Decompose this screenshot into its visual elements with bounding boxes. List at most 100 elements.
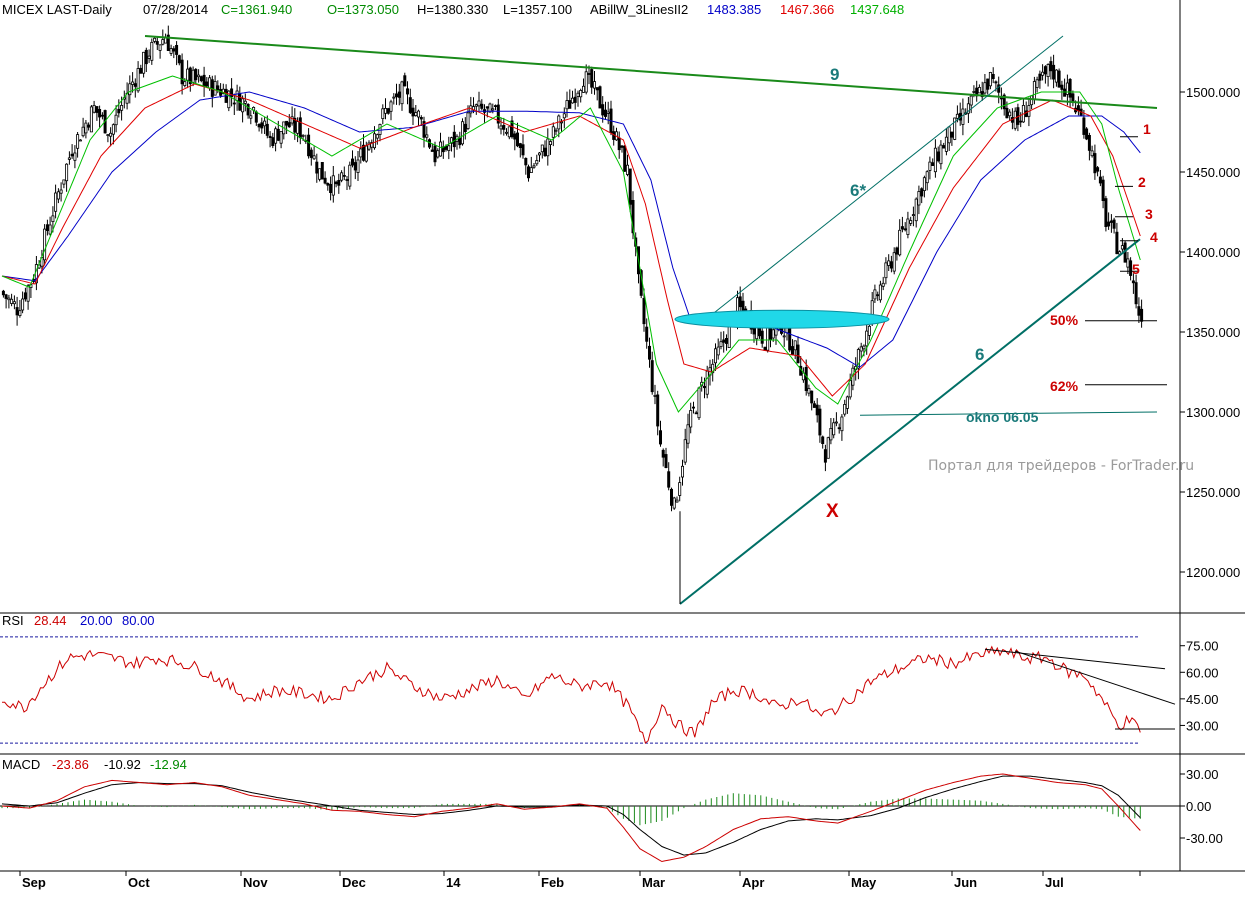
candle-body (26, 285, 30, 302)
candle-body (405, 88, 409, 95)
candle-body (364, 145, 368, 162)
candle-body (375, 134, 379, 139)
candle-body (931, 162, 935, 166)
candle-body (741, 300, 745, 312)
candle-body (172, 48, 176, 52)
price-axis-label: 1350.000 (1186, 325, 1240, 340)
rsi-divergence-line-2 (1014, 650, 1176, 705)
indicator-green-value: 1437.648 (850, 2, 904, 17)
month-label: May (851, 875, 877, 890)
candle-body (436, 150, 440, 158)
candle-body (862, 345, 866, 350)
candle-body (928, 161, 932, 171)
candle-body (587, 73, 591, 75)
candle-body (92, 105, 96, 113)
price-axis-label: 1500.000 (1186, 85, 1240, 100)
candle-body (991, 74, 995, 80)
candle-body (997, 84, 1001, 93)
candle-body (856, 349, 860, 369)
candle-body (521, 144, 525, 156)
annotation-label: 3 (1145, 206, 1153, 222)
candle-body (1104, 198, 1108, 228)
candle-body (1019, 120, 1023, 123)
candle-body (276, 128, 280, 141)
candle-body (120, 105, 124, 111)
candle-body (895, 247, 899, 255)
candle-body (493, 105, 497, 107)
candle-body (87, 124, 91, 128)
candle-body (1005, 107, 1009, 119)
candle-body (12, 301, 16, 305)
rsi-line (1, 645, 1141, 744)
candle-body (507, 126, 511, 138)
candle-body (268, 135, 272, 139)
candle-body (832, 422, 836, 436)
macd-value: -23.86 (52, 757, 89, 772)
candle-body (315, 161, 319, 174)
month-label: Dec (342, 875, 366, 890)
candle-body (447, 145, 451, 152)
annotation-label: 62% (1050, 378, 1079, 394)
candle-body (516, 132, 520, 147)
candle-body (645, 326, 649, 342)
candle-body (359, 148, 363, 158)
candle-body (922, 177, 926, 191)
macd-title: MACD (2, 757, 40, 772)
macd-axis-label: -30.00 (1186, 831, 1223, 846)
candle-body (977, 87, 981, 94)
candle-body (345, 179, 349, 181)
candle-body (307, 134, 311, 157)
candle-body (1013, 110, 1017, 129)
candle-body (15, 307, 19, 316)
candle-body (653, 394, 657, 397)
candle-body (1060, 84, 1064, 90)
candle-body (213, 81, 217, 96)
close-value: C=1361.940 (221, 2, 292, 17)
candle-body (329, 183, 333, 193)
candle-body (1076, 105, 1080, 112)
candle-body (664, 454, 668, 469)
candle-body (986, 78, 990, 90)
candle-body (59, 189, 63, 194)
candle-body (606, 111, 610, 114)
candle-body (312, 155, 316, 160)
price-axis-label: 1400.000 (1186, 245, 1240, 260)
candle-body (826, 437, 830, 459)
candle-body (711, 363, 715, 374)
candle-body (194, 69, 198, 81)
candle-body (898, 229, 902, 256)
candle-body (337, 179, 341, 186)
candle-body (100, 114, 104, 117)
candle-body (689, 410, 693, 428)
candle-body (667, 471, 671, 488)
candle-body (829, 427, 833, 441)
candle-body (425, 134, 429, 138)
candle-body (716, 346, 720, 356)
candle-body (249, 115, 253, 119)
candle-body (164, 37, 168, 44)
candle-body (348, 164, 352, 187)
candle-body (568, 100, 572, 109)
candle-body (793, 340, 797, 351)
candle-body (241, 98, 245, 113)
annotation-label: 4 (1150, 229, 1158, 245)
candle-body (246, 104, 250, 116)
candle-body (78, 139, 82, 142)
candle-body (815, 404, 819, 416)
candle-body (1057, 70, 1061, 88)
candle-body (62, 179, 66, 185)
candle-body (812, 403, 816, 408)
candle-body (810, 390, 814, 404)
candle-body (760, 330, 764, 344)
candle-body (1049, 61, 1053, 72)
candle-body (584, 71, 588, 93)
candle-body (554, 129, 558, 132)
candle-body (771, 329, 775, 339)
candle-body (881, 282, 885, 287)
candle-body (230, 88, 234, 98)
candle-body (1118, 251, 1122, 255)
price-axis-label: 1250.000 (1186, 485, 1240, 500)
month-label: Oct (128, 875, 150, 890)
candle-body (1112, 219, 1116, 229)
candle-body (89, 106, 93, 133)
